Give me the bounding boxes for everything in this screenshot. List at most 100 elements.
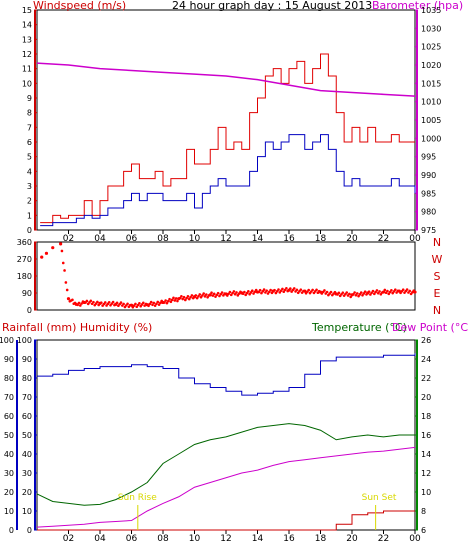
direction-point <box>201 294 204 297</box>
humidity-axis-tick-label: 50 <box>22 431 32 440</box>
compass-label: N <box>433 236 441 249</box>
direction-point <box>176 299 179 303</box>
wind-axis-tick-label: 10 <box>22 79 32 88</box>
direction-point <box>148 302 152 306</box>
direction-point <box>160 299 163 303</box>
barometer-axis-tick-label: 1030 <box>421 24 441 33</box>
temperature-axis-tick-label: 14 <box>421 450 431 459</box>
rain-humidity-axis-title: Rainfall (mm) Humidity (%) <box>2 321 152 334</box>
direction-point <box>333 290 337 294</box>
humidity-line <box>37 353 416 396</box>
direction-point <box>77 301 81 305</box>
direction-point <box>81 300 85 303</box>
direction-point <box>281 287 284 291</box>
direction-point <box>165 301 169 305</box>
direction-point <box>166 299 170 303</box>
direction-panel-frame <box>36 241 416 311</box>
direction-point <box>375 289 379 292</box>
barometer-axis-tick-label: 1005 <box>421 116 441 125</box>
temp-x-axis-tick-label: 10 <box>189 534 201 544</box>
dewpoint-axis-title: Dew Point (°C) <box>392 321 468 334</box>
direction-point <box>103 301 107 304</box>
wind-gust-line <box>40 53 415 224</box>
direction-point <box>212 292 216 296</box>
direction-point <box>64 281 68 284</box>
temp-x-axis-tick-label: 22 <box>378 534 389 544</box>
wind-axis-tick-label: 1 <box>27 211 32 220</box>
wind-average-line <box>40 134 416 227</box>
direction-point <box>285 286 288 290</box>
direction-point <box>412 289 415 293</box>
wind-x-axis-tick-label: 14 <box>252 234 264 244</box>
rainfall-axis-tick-label: 30 <box>4 469 14 478</box>
direction-point <box>265 289 268 292</box>
direction-point <box>401 288 405 291</box>
temp-x-axis-tick-label: 16 <box>283 534 295 544</box>
direction-point <box>119 301 123 304</box>
direction-point <box>269 288 272 292</box>
direction-point <box>197 295 200 298</box>
temperature-axis-tick-label: 6 <box>421 526 426 535</box>
wind-axis-tick-label: 4 <box>27 167 32 176</box>
direction-point <box>325 290 329 294</box>
direction-point <box>89 299 93 303</box>
direction-point <box>396 289 400 293</box>
direction-point <box>153 304 157 307</box>
direction-point <box>198 293 202 296</box>
direction-point <box>168 297 171 301</box>
wind-axis-tick-label: 2 <box>27 197 32 206</box>
direction-point <box>40 255 44 259</box>
direction-point <box>286 289 289 293</box>
temperature-axis-tick-label: 24 <box>421 355 431 364</box>
direction-point <box>216 291 220 295</box>
temp-x-axis-tick-label: 08 <box>157 534 169 544</box>
direction-point <box>73 301 77 305</box>
direction-point <box>202 292 205 295</box>
direction-point <box>182 295 186 299</box>
temperature-axis-tick-label: 20 <box>421 393 431 402</box>
direction-point <box>191 296 195 300</box>
direction-point <box>199 295 203 299</box>
direction-point <box>352 293 355 296</box>
wind-x-axis-tick-label: 18 <box>315 234 327 244</box>
temp-x-axis-tick-label: 20 <box>346 534 358 544</box>
direction-point <box>186 295 190 298</box>
direction-point <box>329 290 333 294</box>
rainfall-axis-tick-label: 10 <box>4 507 14 516</box>
wind-axis-tick-label: 0 <box>27 226 32 235</box>
direction-point <box>173 299 177 302</box>
barometer-axis-tick-label: 1035 <box>421 6 441 15</box>
direction-point <box>262 288 266 291</box>
wind-x-axis-tick-label: 12 <box>220 234 231 244</box>
direction-point <box>295 288 299 292</box>
temp-x-axis-tick-label: 14 <box>252 534 264 544</box>
direction-point <box>195 296 199 300</box>
rainfall-axis-tick-label: 20 <box>4 488 14 497</box>
direction-point <box>107 300 111 304</box>
direction-point <box>357 294 360 298</box>
direction-point <box>205 293 208 296</box>
wind-axis-tick-label: 7 <box>27 123 32 132</box>
direction-point <box>189 295 192 299</box>
humidity-axis-tick-label: 0 <box>27 526 32 535</box>
direction-point <box>44 251 49 255</box>
direction-point <box>152 301 156 305</box>
wind-axis-tick-label: 5 <box>27 153 32 162</box>
wind-x-axis-tick-label: 20 <box>346 234 358 244</box>
temp-x-axis-tick-label: 06 <box>126 534 138 544</box>
wind-axis-tick-label: 6 <box>27 138 32 147</box>
humidity-axis-tick-label: 60 <box>22 412 32 421</box>
temperature-axis-tick-label: 12 <box>421 469 431 478</box>
temp-x-axis-tick-label: 00 <box>409 534 421 544</box>
direction-axis-tick-label: 0 <box>27 306 32 315</box>
humidity-axis-tick-label: 100 <box>17 336 32 345</box>
direction-point <box>147 304 150 308</box>
direction-point <box>156 300 160 304</box>
rainfall-axis-tick-label: 80 <box>4 374 14 383</box>
direction-point <box>134 302 137 306</box>
direction-point <box>315 288 318 292</box>
direction-point <box>203 295 207 298</box>
direction-point <box>247 290 250 293</box>
direction-point <box>405 288 409 291</box>
direction-point <box>386 289 389 293</box>
